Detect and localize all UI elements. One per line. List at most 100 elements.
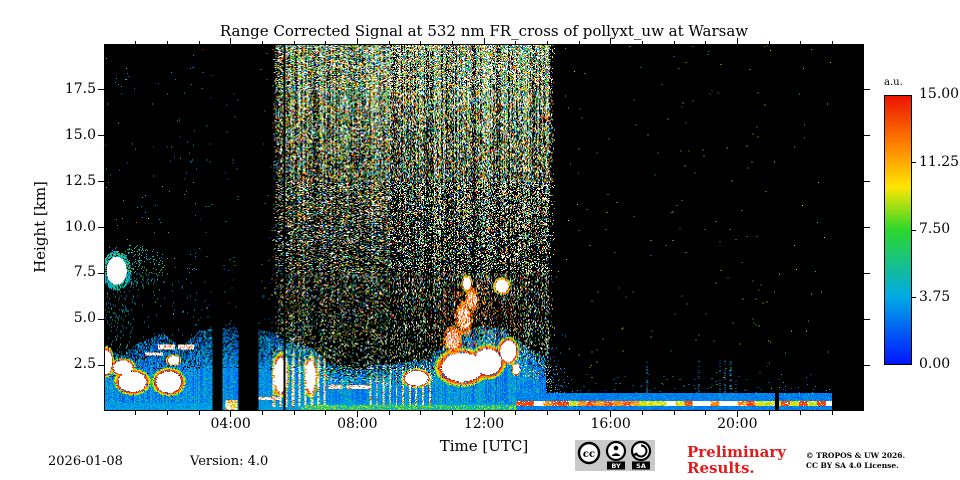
by-chip	[607, 461, 625, 470]
x-minor-tick-top	[198, 40, 200, 44]
x-minor-tick	[515, 411, 517, 415]
x-major-tick-top	[736, 38, 738, 44]
y-major-tick	[98, 89, 104, 91]
x-minor-tick	[546, 411, 548, 415]
x-minor-tick-top	[705, 40, 707, 44]
x-minor-tick-top	[831, 40, 833, 44]
x-major-tick	[736, 411, 738, 417]
copyright-line1: © TROPOS & UW 2026.	[806, 451, 906, 460]
plot-area	[104, 44, 864, 411]
y-major-tick	[98, 272, 104, 274]
x-minor-tick	[578, 411, 580, 415]
chart-title: Range Corrected Signal at 532 nm FR_cros…	[219, 22, 749, 40]
preliminary-results-note: Preliminary Results.	[687, 444, 786, 476]
x-minor-tick	[166, 411, 168, 415]
x-minor-tick-top	[546, 40, 548, 44]
colorbar-tick	[912, 229, 916, 231]
x-major-tick-top	[610, 38, 612, 44]
y-major-tick	[98, 318, 104, 320]
x-minor-tick	[673, 411, 675, 415]
x-minor-tick	[768, 411, 770, 415]
preliminary-line1: Preliminary	[687, 443, 786, 461]
colorbar-tick-label: 11.25	[919, 153, 960, 170]
sa-arrow-arc	[634, 444, 648, 458]
x-tick-label: 08:00	[337, 416, 378, 432]
y-tick-label: 15.0	[64, 126, 96, 143]
y-major-tick	[98, 364, 104, 366]
x-minor-tick	[831, 411, 833, 415]
y-major-tick-right	[864, 318, 870, 320]
x-major-tick-top	[483, 38, 485, 44]
x-major-tick	[356, 411, 358, 417]
x-minor-tick-top	[578, 40, 580, 44]
colorbar-unit-label: a.u.	[884, 77, 903, 88]
by-person-body	[611, 453, 621, 456]
x-tick-label: 04:00	[210, 416, 251, 432]
x-minor-tick-top	[451, 40, 453, 44]
x-minor-tick-top	[673, 40, 675, 44]
x-minor-tick	[261, 411, 263, 415]
by-chip-label: BY	[611, 462, 621, 470]
y-major-tick-right	[864, 181, 870, 183]
x-major-tick	[483, 411, 485, 417]
cc-by-sa-badge: cc BY SA	[575, 440, 655, 471]
x-major-tick	[610, 411, 612, 417]
colorbar	[884, 95, 912, 365]
cc-circle-label: cc	[583, 449, 595, 460]
y-major-tick-right	[864, 364, 870, 366]
x-minor-tick-top	[293, 40, 295, 44]
colorbar-tick-label: 7.50	[919, 221, 951, 237]
x-minor-tick-top	[325, 40, 327, 44]
x-major-tick-top	[230, 38, 232, 44]
y-major-tick	[98, 181, 104, 183]
x-minor-tick-top	[135, 40, 137, 44]
x-minor-tick-top	[515, 40, 517, 44]
colorbar-tick	[912, 162, 916, 163]
x-minor-tick	[705, 411, 707, 415]
y-major-tick-right	[864, 135, 870, 137]
y-major-tick-right	[864, 227, 870, 228]
x-minor-tick	[325, 411, 327, 415]
x-tick-label: 20:00	[717, 416, 758, 432]
colorbar-tick-label: 3.75	[919, 288, 951, 305]
x-minor-tick	[198, 411, 200, 415]
x-minor-tick-top	[800, 40, 802, 44]
colorbar-tick-label: 15.00	[919, 86, 960, 102]
x-minor-tick	[388, 411, 390, 415]
y-major-tick	[98, 135, 104, 137]
y-tick-label: 7.5	[73, 264, 96, 281]
heatmap-canvas	[105, 45, 863, 410]
x-minor-tick-top	[641, 40, 643, 44]
sa-chip-label: SA	[636, 462, 646, 470]
measurement-date: 2026-01-08	[48, 454, 123, 469]
x-axis-label: Time [UTC]	[439, 437, 529, 455]
y-major-tick-right	[864, 89, 870, 91]
copyright-line2: CC BY SA 4.0 License.	[806, 461, 899, 470]
x-minor-tick	[641, 411, 643, 415]
y-tick-label: 10.0	[64, 218, 96, 235]
cc-circle-icon	[577, 441, 601, 465]
by-person-head	[613, 445, 619, 451]
colorbar-tick-label: 0.00	[919, 356, 951, 372]
x-major-tick-top	[356, 38, 358, 44]
x-minor-tick	[800, 411, 802, 415]
x-tick-label: 12:00	[463, 416, 505, 432]
by-person-icon	[605, 440, 627, 462]
x-minor-tick	[420, 411, 422, 415]
y-tick-label: 12.5	[64, 172, 96, 189]
x-minor-tick	[451, 411, 453, 415]
y-major-tick	[98, 227, 104, 228]
x-minor-tick	[293, 411, 295, 415]
y-tick-label: 5.0	[73, 310, 96, 327]
x-minor-tick-top	[388, 40, 390, 44]
y-tick-label: 17.5	[64, 80, 96, 97]
sa-chip	[632, 461, 650, 470]
x-tick-label: 16:00	[590, 416, 631, 432]
x-major-tick	[230, 411, 232, 417]
version-label: Version: 4.0	[190, 454, 269, 469]
y-tick-label: 2.5	[73, 356, 96, 373]
x-minor-tick	[135, 411, 137, 415]
x-minor-tick-top	[261, 40, 263, 44]
preliminary-line2: Results.	[687, 459, 755, 477]
